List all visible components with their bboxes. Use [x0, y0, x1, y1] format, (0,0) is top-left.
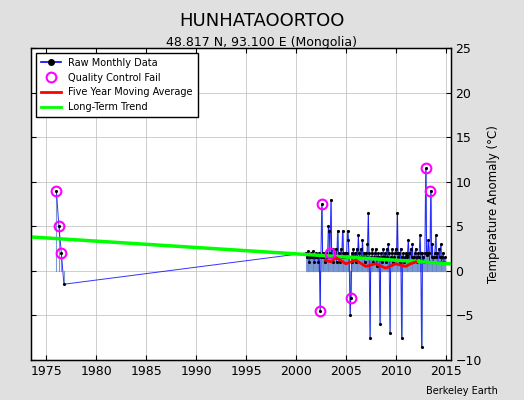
- Text: HUNHATAOORTOO: HUNHATAOORTOO: [179, 12, 345, 30]
- Text: 48.817 N, 93.100 E (Mongolia): 48.817 N, 93.100 E (Mongolia): [167, 36, 357, 49]
- Y-axis label: Temperature Anomaly (°C): Temperature Anomaly (°C): [487, 125, 500, 283]
- Text: Berkeley Earth: Berkeley Earth: [426, 386, 498, 396]
- Legend: Raw Monthly Data, Quality Control Fail, Five Year Moving Average, Long-Term Tren: Raw Monthly Data, Quality Control Fail, …: [36, 53, 198, 117]
